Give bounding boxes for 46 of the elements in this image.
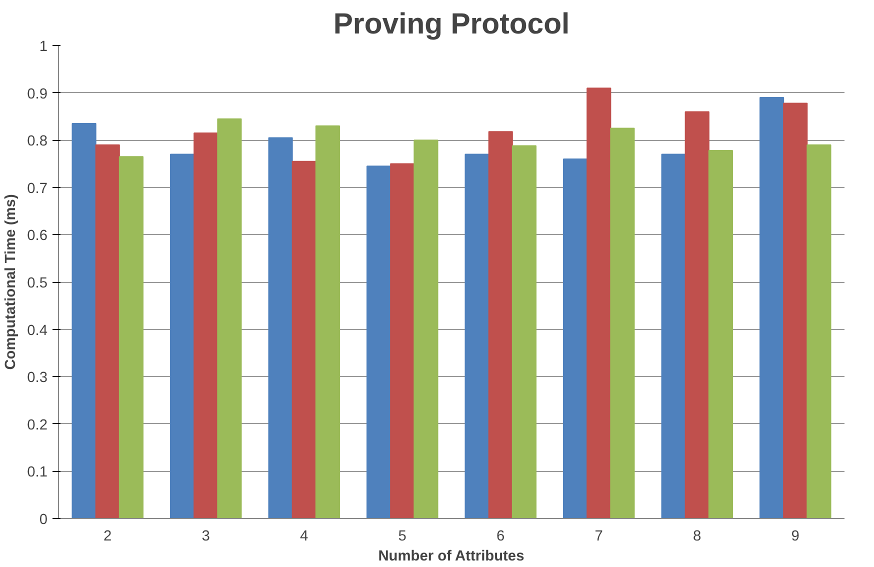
bar: [610, 128, 635, 518]
bar: [118, 156, 144, 518]
bar: [783, 102, 808, 518]
x-tick-label: 4: [300, 528, 308, 544]
bar: [390, 163, 415, 518]
bar: [563, 158, 588, 518]
bar: [488, 131, 513, 518]
x-tick-label: 3: [202, 528, 210, 544]
bar: [194, 132, 218, 518]
bar: [661, 154, 686, 518]
bar: [708, 150, 733, 518]
bar: [414, 140, 438, 518]
x-tick-label: 6: [496, 528, 505, 544]
bar: [268, 137, 293, 518]
bar: [95, 144, 120, 518]
y-tick-label: 0.6: [27, 228, 48, 244]
bar: [315, 125, 340, 518]
bar: [366, 166, 392, 518]
x-tick-label: 8: [693, 528, 702, 544]
y-tick-label: 0.1: [27, 464, 48, 481]
y-tick-label: 0.5: [27, 276, 48, 292]
y-tick-label: 0.7: [27, 180, 48, 197]
x-tick-label: 9: [791, 528, 800, 544]
bar: [464, 154, 490, 518]
bar: [806, 144, 832, 518]
bar: [72, 123, 96, 518]
bar: [170, 154, 195, 518]
y-axis-title: Computational Time (ms): [3, 194, 20, 370]
x-tick-label: 7: [594, 528, 603, 544]
y-tick-label: 0.8: [27, 134, 48, 150]
x-tick-label: 2: [104, 528, 112, 544]
bar: [684, 111, 710, 518]
bar: [586, 88, 612, 518]
bar: [760, 97, 784, 518]
chart-title: Proving Protocol: [333, 8, 570, 40]
bar: [217, 118, 242, 518]
y-tick-label: 1: [39, 39, 48, 55]
y-tick-label: 0.9: [27, 86, 48, 102]
bar: [512, 145, 536, 518]
x-tick-label: 5: [398, 528, 406, 544]
y-tick-label: 0.3: [27, 370, 48, 386]
y-tick-label: 0.4: [27, 322, 48, 339]
x-axis-title: Number of Attributes: [378, 548, 524, 564]
y-tick-label: 0: [39, 512, 48, 528]
y-tick-label: 0.2: [27, 417, 48, 434]
bar: [292, 160, 316, 518]
